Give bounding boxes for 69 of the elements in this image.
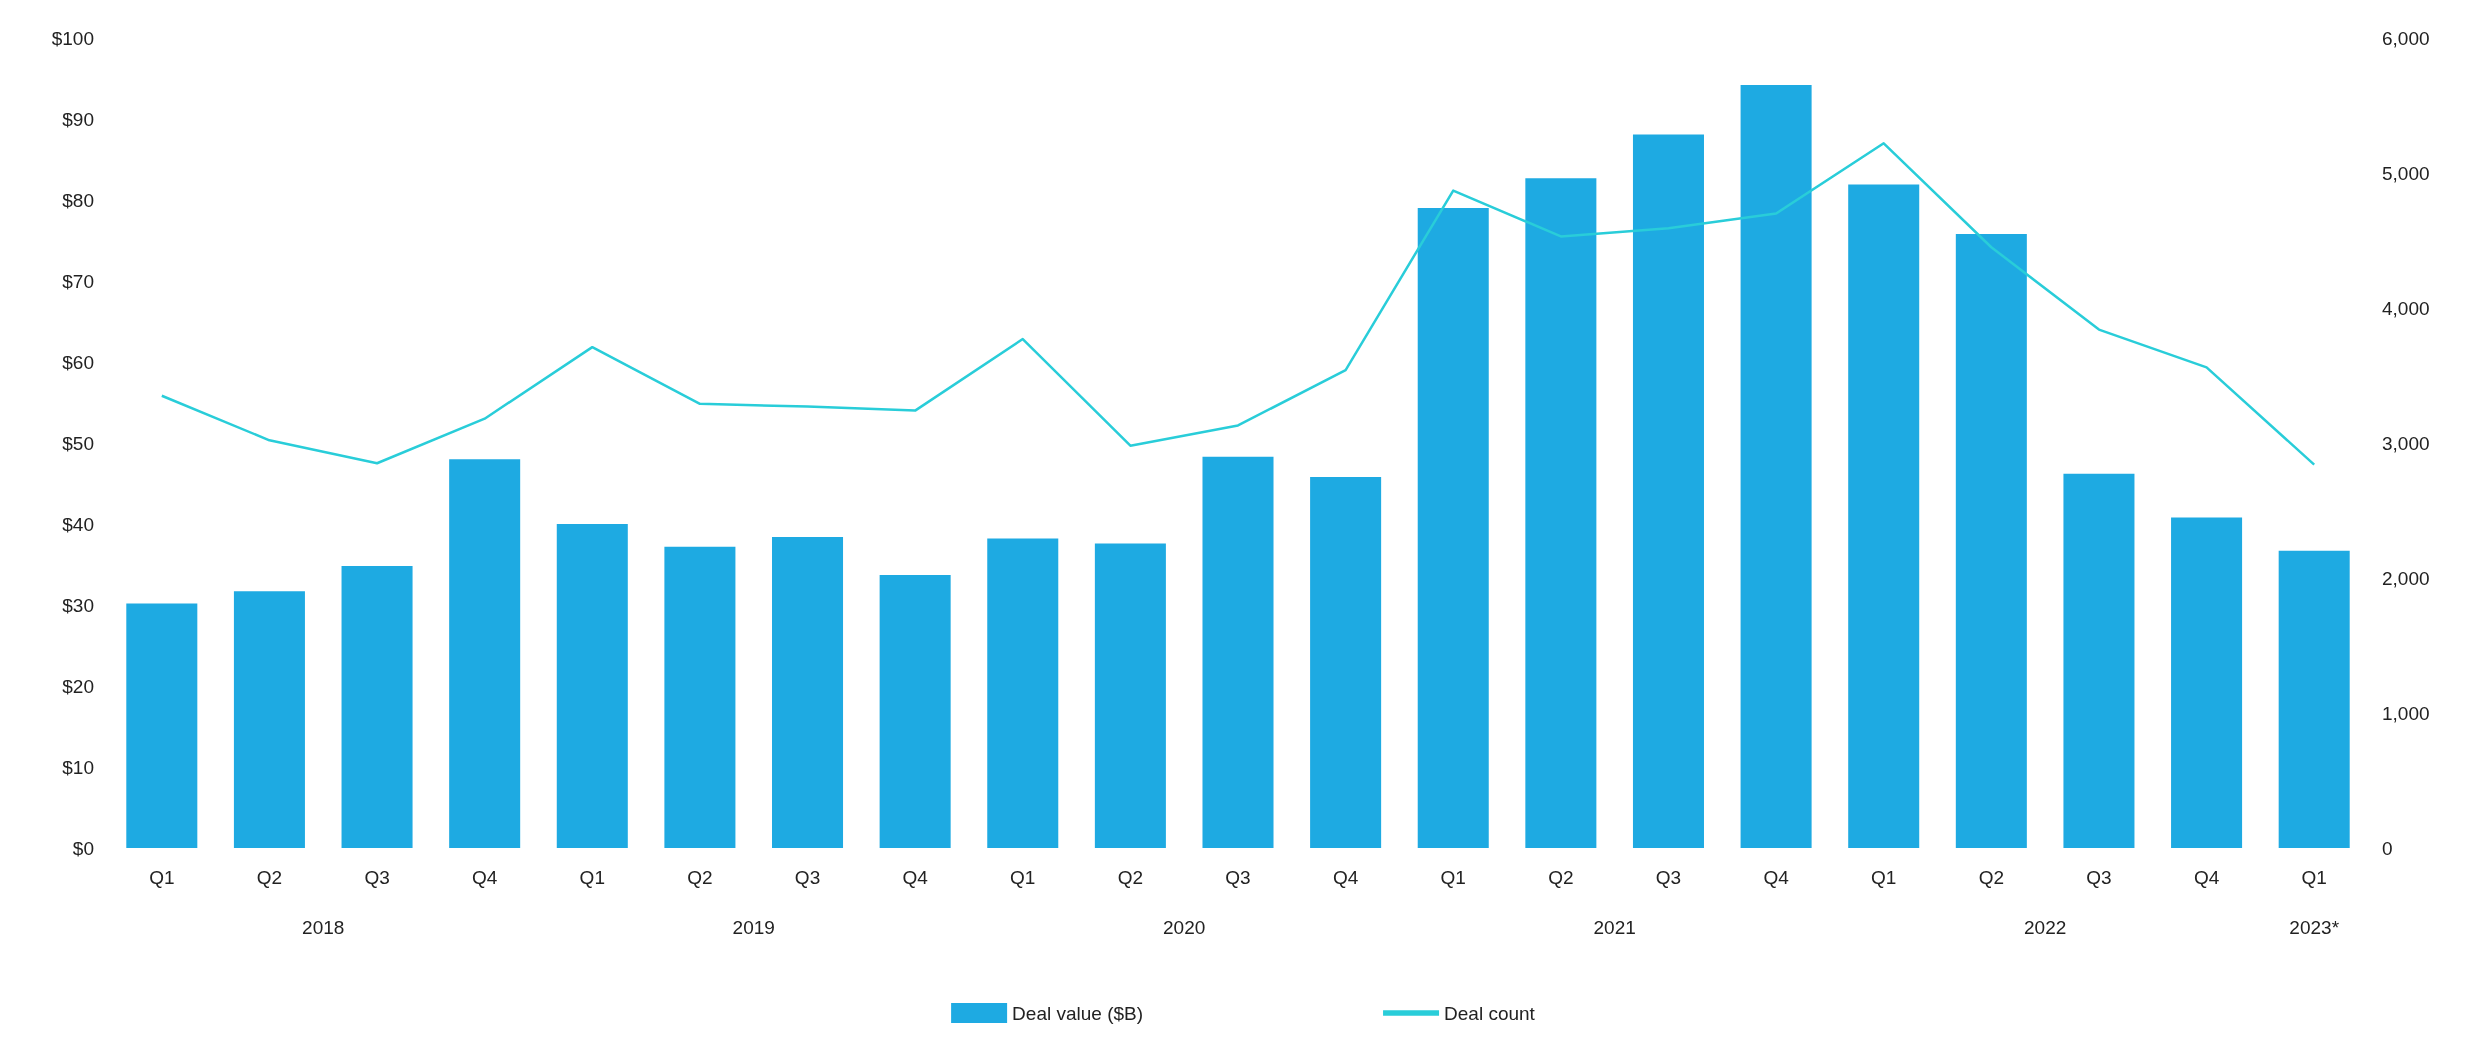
bar xyxy=(1094,543,1166,848)
x-tick-label: Q2 xyxy=(1117,867,1144,888)
bar xyxy=(1525,178,1597,848)
y2-tick-label: 5,000 xyxy=(2382,162,2430,184)
text: 2018 xyxy=(302,917,345,938)
x-tick-label: Q3 xyxy=(364,867,390,888)
x-tick-label: Q4 xyxy=(1763,867,1790,888)
x-tick-label: Q4 xyxy=(471,867,498,888)
bar xyxy=(556,524,628,848)
y-tick-label: $90 xyxy=(62,108,94,130)
bar xyxy=(449,459,521,848)
bar xyxy=(1632,134,1704,848)
y-tick-label: $50 xyxy=(62,432,94,454)
x-tick-label: Q1 xyxy=(1871,867,1897,888)
y2-tick-label: 6,000 xyxy=(2382,27,2430,49)
bar xyxy=(879,575,951,848)
text: 2020 xyxy=(1163,917,1206,938)
y2-tick-label: 1,000 xyxy=(2382,702,2430,724)
y2-tick-label: 2,000 xyxy=(2382,567,2430,589)
x-tick-label: Q2 xyxy=(1548,867,1574,888)
bar xyxy=(1417,208,1489,848)
x-tick-label: Q2 xyxy=(687,867,713,888)
y-tick-label: $80 xyxy=(62,189,94,211)
text: 2022 xyxy=(2024,917,2067,938)
text: 2021 xyxy=(1593,917,1636,938)
text: 2023* xyxy=(2289,917,2340,938)
x-tick-label: Q3 xyxy=(1655,867,1682,888)
bar xyxy=(772,536,844,848)
y-tick-label: $20 xyxy=(62,675,94,697)
bar xyxy=(1310,477,1382,848)
bar xyxy=(1202,456,1274,848)
bar xyxy=(2278,550,2350,848)
x-tick-label: Q1 xyxy=(1440,867,1466,888)
x-tick-label: Q3 xyxy=(794,867,821,888)
bar xyxy=(664,546,736,848)
bar xyxy=(1955,234,2027,848)
bar xyxy=(126,603,198,848)
y2-tick-label: 3,000 xyxy=(2382,432,2430,454)
x-tick-label: Q1 xyxy=(579,867,605,888)
line-series xyxy=(160,142,2316,466)
x-tick-label: Q1 xyxy=(1010,867,1036,888)
x-tick-label: Q1 xyxy=(149,867,175,888)
bar xyxy=(2063,473,2135,848)
x-tick-label: Q4 xyxy=(902,867,929,888)
y-tick-label: $40 xyxy=(62,513,94,535)
y-tick-label: $0 xyxy=(72,837,94,859)
y-tick-label: $100 xyxy=(51,27,94,49)
x-tick-label: Q4 xyxy=(2193,867,2220,888)
bar xyxy=(341,566,413,848)
x-tick-label: Q2 xyxy=(256,867,283,888)
y-tick-label: $70 xyxy=(62,270,94,292)
bar xyxy=(1740,84,1812,848)
y2-tick-label: 0 xyxy=(2382,837,2393,859)
legend-label: Deal value ($B) xyxy=(1012,1002,1144,1024)
text: 2019 xyxy=(732,917,775,938)
bar xyxy=(987,538,1059,848)
x-tick-label: Q3 xyxy=(2086,867,2112,888)
x-tick-label: Q2 xyxy=(1978,867,2005,888)
x-tick-label: Q1 xyxy=(2301,867,2327,888)
y-tick-label: $30 xyxy=(62,594,94,616)
bar xyxy=(2171,517,2243,848)
x-tick-label: Q3 xyxy=(1225,867,1251,888)
bar xyxy=(233,591,305,848)
y-tick-label: $60 xyxy=(62,351,94,373)
legend-label: Deal count xyxy=(1444,1002,1536,1024)
x-tick-label: Q4 xyxy=(1332,867,1359,888)
bar xyxy=(1848,184,1920,848)
y2-tick-label: 4,000 xyxy=(2382,297,2430,319)
y-tick-label: $10 xyxy=(62,756,94,778)
